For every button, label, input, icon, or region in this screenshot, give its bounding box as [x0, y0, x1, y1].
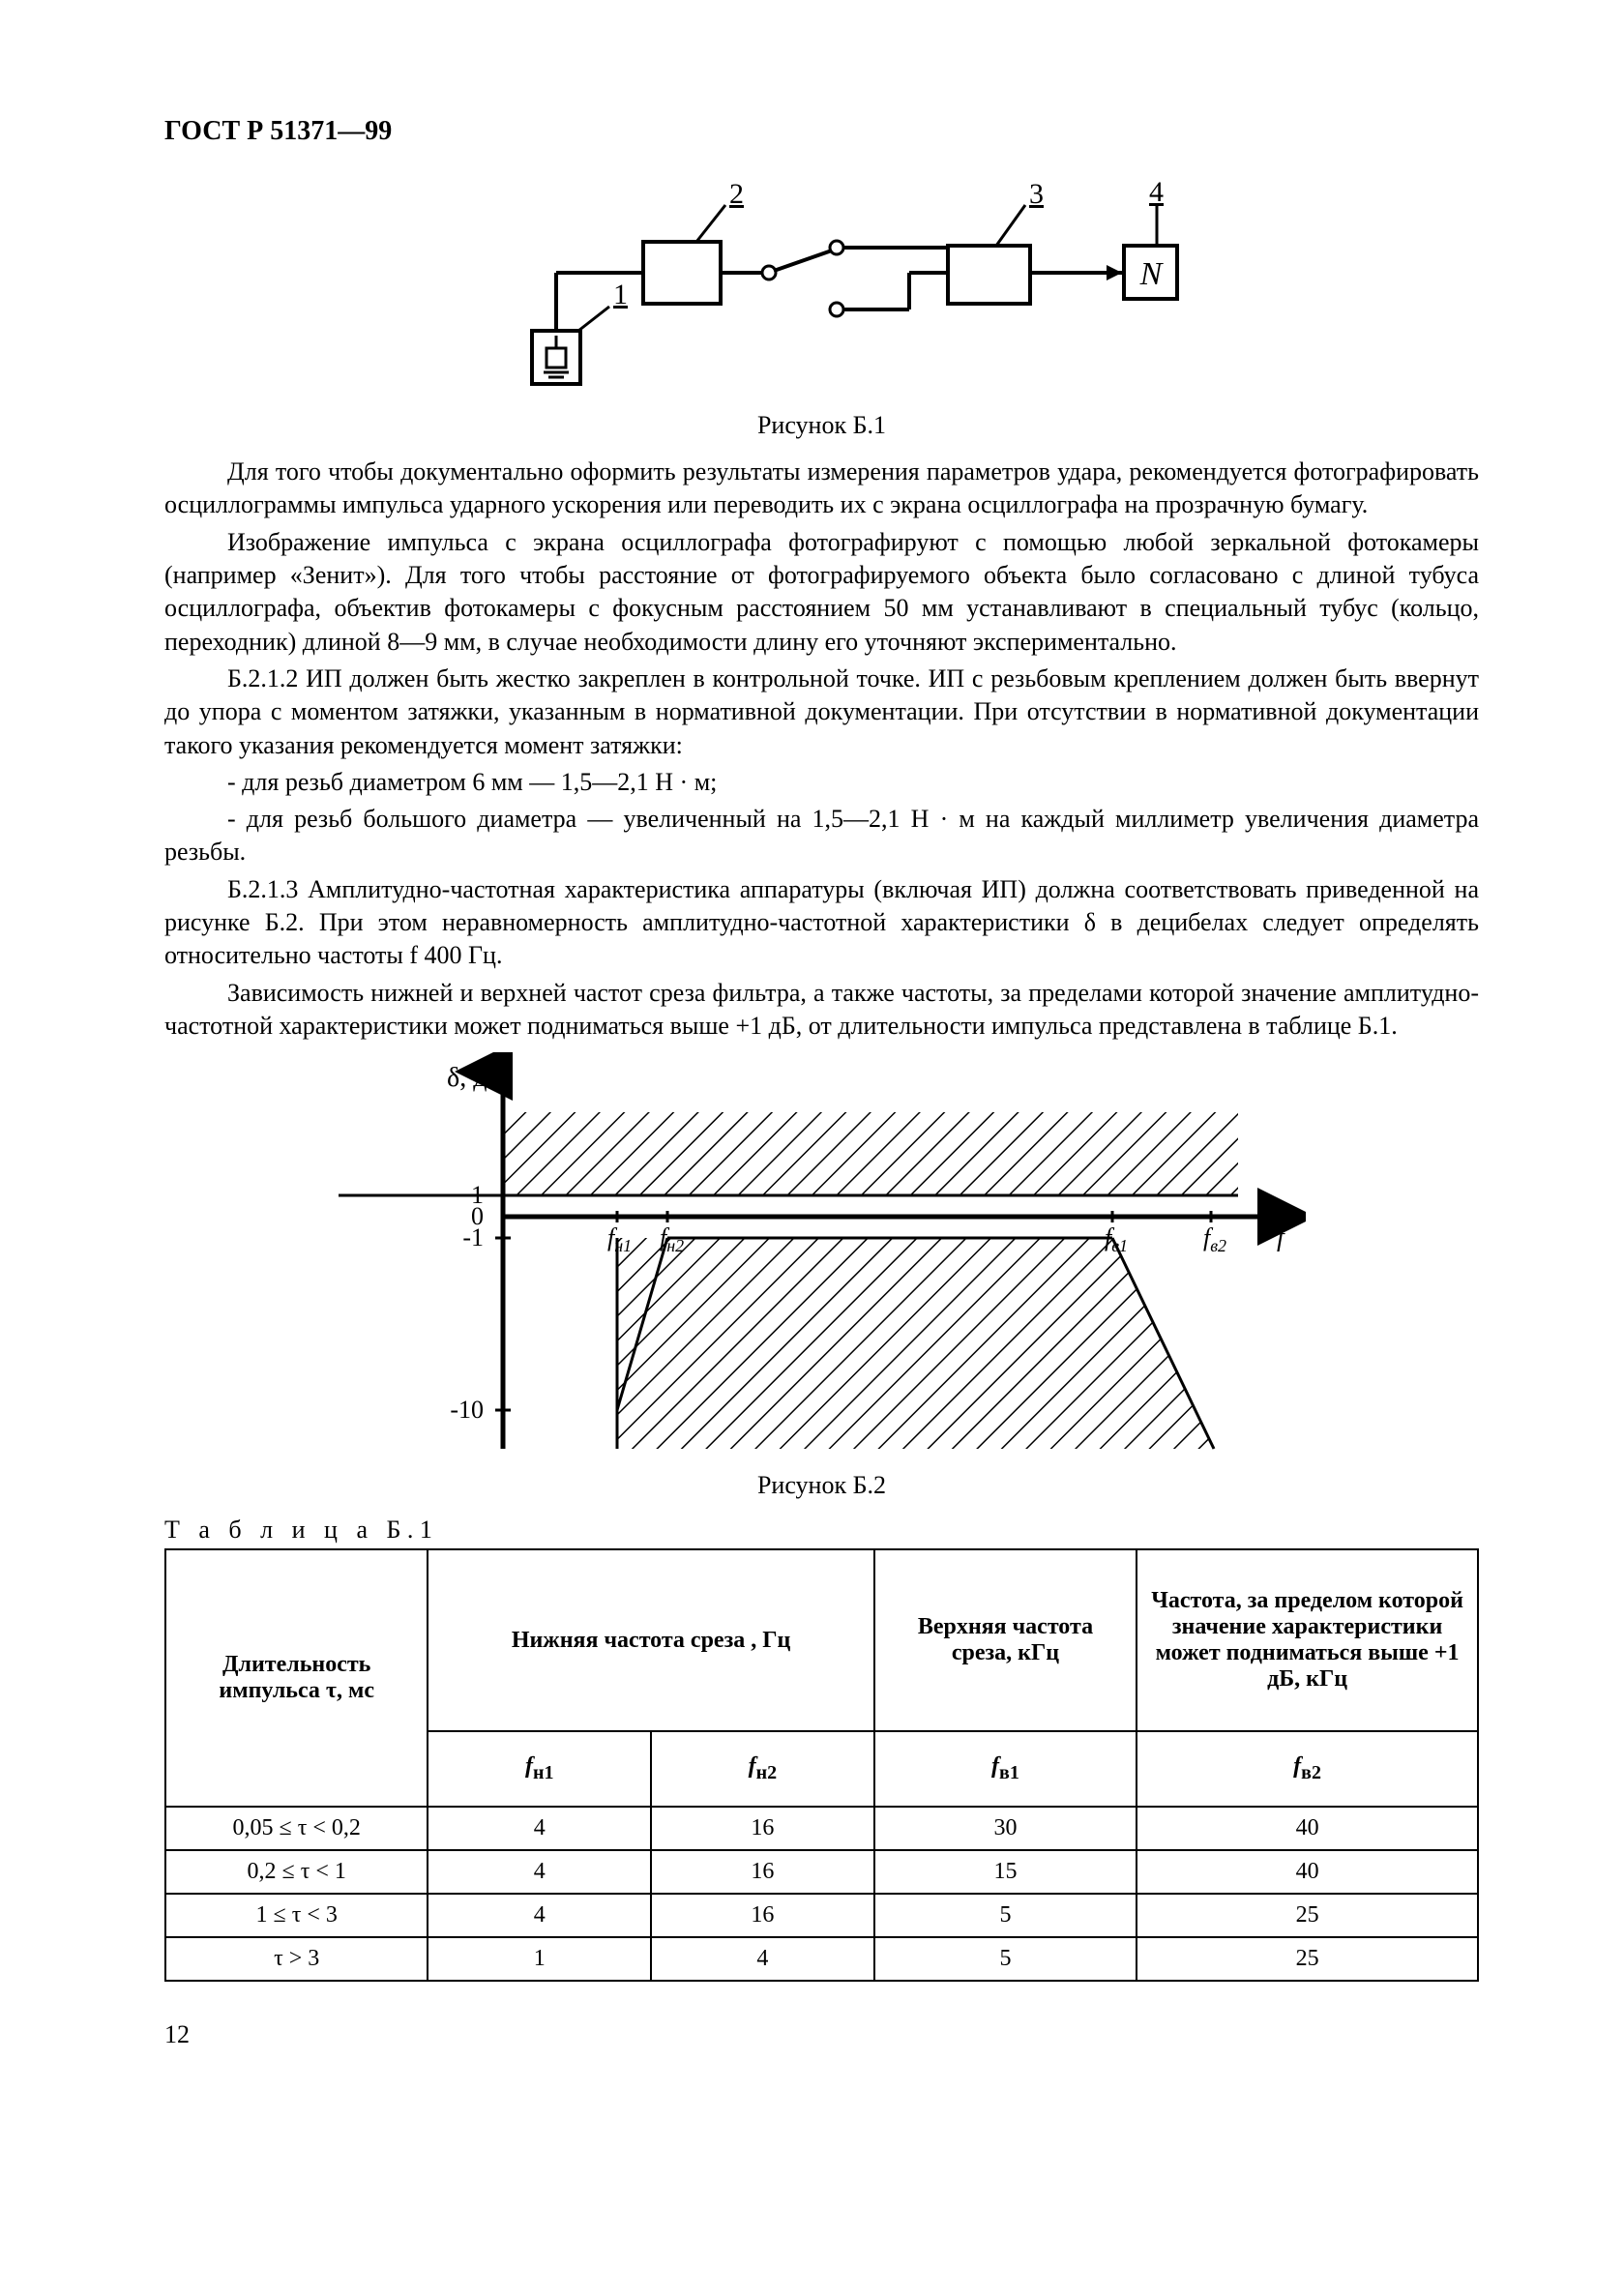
table-cell: 40: [1137, 1807, 1478, 1850]
figure-b2-xlabel: f: [1277, 1222, 1287, 1252]
table-cell: 30: [874, 1807, 1137, 1850]
table-cell: 4: [428, 1807, 651, 1850]
figure-b1-caption: Рисунок Б.1: [164, 411, 1479, 440]
xtick-v1: fв1: [1105, 1223, 1128, 1255]
table-cell: 1: [428, 1937, 651, 1981]
table-cell: τ > 3: [165, 1937, 428, 1981]
table-header: Частота, за пределом которой значение ха…: [1137, 1549, 1478, 1731]
figure-b1-label-4: 4: [1149, 176, 1164, 208]
table-cell: 5: [874, 1894, 1137, 1937]
table-header: Верхняя частота среза, кГц: [874, 1549, 1137, 1731]
table-cell: 25: [1137, 1894, 1478, 1937]
figure-b1-label-3: 3: [1029, 178, 1044, 210]
table-cell: 0,2 ≤ τ < 1: [165, 1850, 428, 1894]
paragraph: Изображение импульса с экрана осциллогра…: [164, 526, 1479, 659]
table-cell: 16: [651, 1894, 874, 1937]
table-cell: 1 ≤ τ < 3: [165, 1894, 428, 1937]
table-subheader: fн1: [428, 1731, 651, 1807]
table-cell: 16: [651, 1807, 874, 1850]
table-header: Нижняя частота среза , Гц: [428, 1549, 873, 1731]
table-row: τ > 3 1 4 5 25: [165, 1937, 1478, 1981]
table-cell: 0,05 ≤ τ < 0,2: [165, 1807, 428, 1850]
paragraph: Б.2.1.2 ИП должен быть жестко закреплен …: [164, 662, 1479, 762]
table-subheader: fв1: [874, 1731, 1137, 1807]
list-item: - для резьб диаметром 6 мм — 1,5—2,1 Н ·…: [164, 766, 1479, 799]
xtick-v2: fв2: [1203, 1223, 1226, 1255]
table-cell: 5: [874, 1937, 1137, 1981]
table-cell: 15: [874, 1850, 1137, 1894]
ytick-m10: -10: [450, 1396, 484, 1424]
table-cell: 25: [1137, 1937, 1478, 1981]
table-row: 1 ≤ τ < 3 4 16 5 25: [165, 1894, 1478, 1937]
list-item: - для резьб большого диаметра — увеличен…: [164, 803, 1479, 869]
table-b1-label: Т а б л и ц а Б.1: [164, 1516, 1479, 1545]
table-cell: 4: [428, 1894, 651, 1937]
table-header: Длительность импульса τ, мс: [165, 1549, 428, 1807]
doc-header: ГОСТ Р 51371—99: [164, 116, 1479, 147]
figure-b1: N 1 2 3 4: [164, 176, 1479, 403]
table-cell: 4: [428, 1850, 651, 1894]
paragraph: Б.2.1.3 Амплитудно-частотная характерист…: [164, 873, 1479, 973]
table-cell: 16: [651, 1850, 874, 1894]
figure-b2: δ, дБ f 1 0 -1 -10 fн1 fн2 fв1 fв2: [164, 1052, 1479, 1463]
table-row: 0,2 ≤ τ < 1 4 16 15 40: [165, 1850, 1478, 1894]
page-number: 12: [164, 2020, 1479, 2049]
xtick-h2: fн2: [660, 1223, 684, 1255]
figure-b2-caption: Рисунок Б.2: [164, 1471, 1479, 1500]
paragraph: Для того чтобы документально оформить ре…: [164, 456, 1479, 522]
ytick-m1: -1: [462, 1223, 484, 1251]
table-subheader: fв2: [1137, 1731, 1478, 1807]
table-subheader: fн2: [651, 1731, 874, 1807]
table-cell: 40: [1137, 1850, 1478, 1894]
figure-b1-label-n: N: [1138, 256, 1164, 292]
figure-b1-label-2: 2: [729, 178, 744, 210]
paragraph: Зависимость нижней и верхней частот срез…: [164, 977, 1479, 1044]
xtick-h1: fн1: [607, 1223, 632, 1255]
table-b1: Длительность импульса τ, мс Нижняя часто…: [164, 1548, 1479, 1982]
figure-b2-ylabel: δ, дБ: [447, 1063, 503, 1093]
table-cell: 4: [651, 1937, 874, 1981]
table-row: 0,05 ≤ τ < 0,2 4 16 30 40: [165, 1807, 1478, 1850]
figure-b1-label-1: 1: [613, 279, 628, 310]
